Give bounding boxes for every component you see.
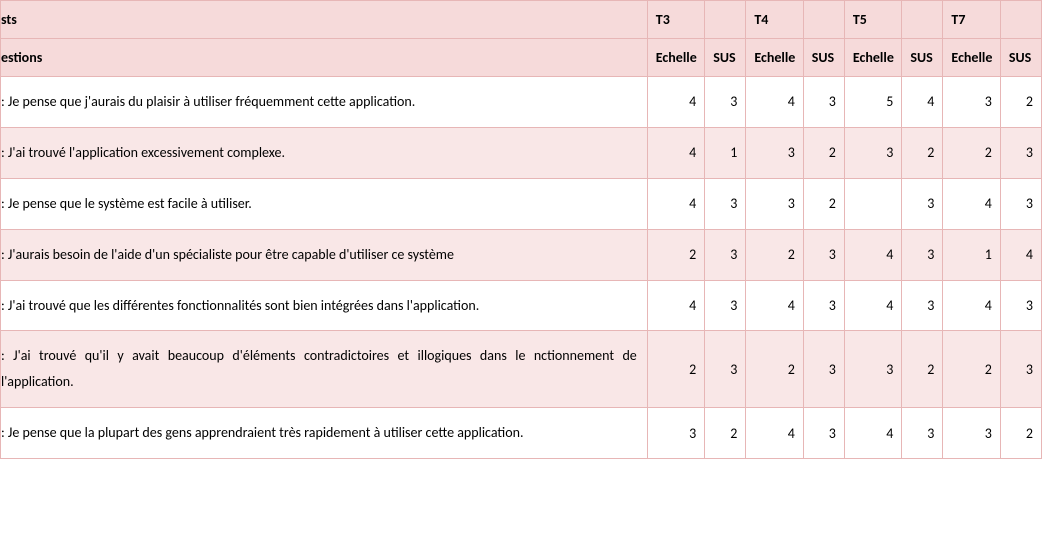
cell-value: 4 — [647, 178, 704, 229]
cell-value: 3 — [705, 229, 746, 280]
cell-value: 3 — [705, 331, 746, 408]
question-text: : J'ai trouvé l'application excessivemen… — [1, 127, 648, 178]
cell-value: 3 — [902, 178, 943, 229]
sus-col: SUS — [902, 39, 943, 77]
table-row: : J'aurais besoin de l'aide d'un spécial… — [1, 229, 1042, 280]
cell-value: 2 — [647, 229, 704, 280]
tests-label: sts — [1, 1, 648, 39]
table-body: : Je pense que j'aurais du plaisir à uti… — [1, 77, 1042, 459]
cell-value: 2 — [647, 331, 704, 408]
table-row: : J'ai trouvé l'application excessivemen… — [1, 127, 1042, 178]
cell-value: 4 — [844, 280, 901, 331]
header-row-sub: estions Echelle SUS Echelle SUS Echelle … — [1, 39, 1042, 77]
cell-value: 3 — [902, 408, 943, 459]
cell-value: 1 — [705, 127, 746, 178]
test-col-2: T5 — [844, 1, 901, 39]
cell-value: 3 — [746, 127, 803, 178]
cell-value: 4 — [943, 178, 1000, 229]
cell-value: 3 — [803, 229, 844, 280]
table-row: : Je pense que j'aurais du plaisir à uti… — [1, 77, 1042, 128]
cell-value: 3 — [1000, 331, 1041, 408]
cell-value: 4 — [1000, 229, 1041, 280]
cell-value: 4 — [647, 280, 704, 331]
cell-value: 3 — [844, 331, 901, 408]
cell-value: 3 — [705, 77, 746, 128]
test-col-3: T7 — [943, 1, 1000, 39]
echelle-col: Echelle — [746, 39, 803, 77]
sus-table: sts T3 T4 T5 T7 estions Echelle SUS Eche… — [0, 0, 1042, 459]
cell-value: 3 — [1000, 127, 1041, 178]
question-text: : Je pense que le système est facile à u… — [1, 178, 648, 229]
cell-value: 2 — [803, 178, 844, 229]
cell-value: 3 — [1000, 280, 1041, 331]
cell-value: 1 — [943, 229, 1000, 280]
cell-value: 2 — [902, 127, 943, 178]
echelle-col: Echelle — [647, 39, 704, 77]
test-col-0: T3 — [647, 1, 704, 39]
cell-value: 2 — [746, 331, 803, 408]
cell-value: 2 — [803, 127, 844, 178]
question-text: : Je pense que j'aurais du plaisir à uti… — [1, 77, 648, 128]
cell-value: 3 — [705, 280, 746, 331]
sus-col: SUS — [1000, 39, 1041, 77]
cell-value: 4 — [647, 127, 704, 178]
cell-value: 4 — [844, 229, 901, 280]
cell-value: 2 — [943, 331, 1000, 408]
table-row: : Je pense que la plupart des gens appre… — [1, 408, 1042, 459]
cell-value: 2 — [902, 331, 943, 408]
cell-value: 3 — [803, 77, 844, 128]
question-text: : J'ai trouvé que les différentes foncti… — [1, 280, 648, 331]
cell-value: 4 — [844, 408, 901, 459]
table-row: : Je pense que le système est facile à u… — [1, 178, 1042, 229]
sus-col: SUS — [803, 39, 844, 77]
cell-value: 4 — [943, 280, 1000, 331]
cell-value: 3 — [902, 229, 943, 280]
test-col-1: T4 — [746, 1, 803, 39]
question-text: : J'ai trouvé qu'il y avait beaucoup d'é… — [1, 331, 648, 408]
echelle-col: Echelle — [943, 39, 1000, 77]
cell-value: 2 — [705, 408, 746, 459]
cell-value: 3 — [943, 408, 1000, 459]
cell-value: 3 — [1000, 178, 1041, 229]
cell-value: 4 — [902, 77, 943, 128]
cell-value: 2 — [1000, 77, 1041, 128]
table-row: : J'ai trouvé que les différentes foncti… — [1, 280, 1042, 331]
cell-value: 3 — [746, 178, 803, 229]
cell-value — [844, 178, 901, 229]
cell-value: 3 — [803, 408, 844, 459]
cell-value: 3 — [844, 127, 901, 178]
cell-value: 2 — [1000, 408, 1041, 459]
questions-label: estions — [1, 39, 648, 77]
question-text: : J'aurais besoin de l'aide d'un spécial… — [1, 229, 648, 280]
cell-value: 4 — [746, 77, 803, 128]
cell-value: 3 — [705, 178, 746, 229]
table-row: : J'ai trouvé qu'il y avait beaucoup d'é… — [1, 331, 1042, 408]
cell-value: 3 — [803, 331, 844, 408]
cell-value: 2 — [943, 127, 1000, 178]
cell-value: 3 — [902, 280, 943, 331]
cell-value: 4 — [647, 77, 704, 128]
cell-value: 5 — [844, 77, 901, 128]
cell-value: 2 — [746, 229, 803, 280]
cell-value: 4 — [746, 408, 803, 459]
cell-value: 3 — [943, 77, 1000, 128]
cell-value: 4 — [746, 280, 803, 331]
cell-value: 3 — [647, 408, 704, 459]
echelle-col: Echelle — [844, 39, 901, 77]
header-row-tests: sts T3 T4 T5 T7 — [1, 1, 1042, 39]
question-text: : Je pense que la plupart des gens appre… — [1, 408, 648, 459]
cell-value: 3 — [803, 280, 844, 331]
sus-col: SUS — [705, 39, 746, 77]
